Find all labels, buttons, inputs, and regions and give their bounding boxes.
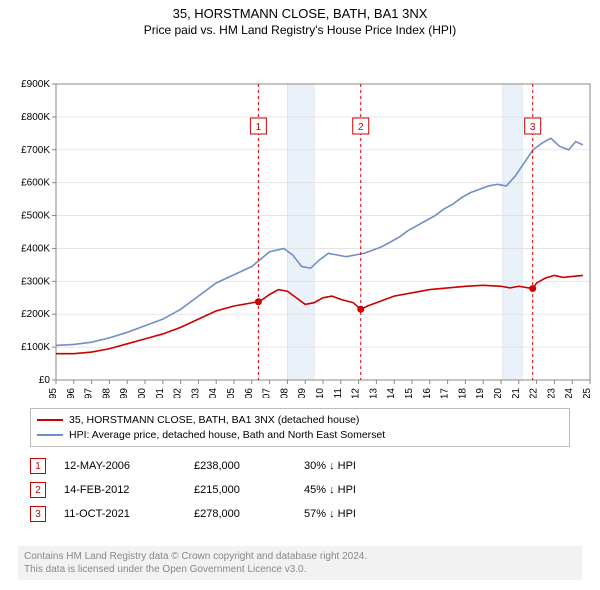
legend-label: HPI: Average price, detached house, Bath… (69, 428, 385, 443)
y-tick-label: £700K (21, 145, 50, 156)
x-tick-label: 2007 (262, 388, 273, 398)
x-tick-label: 1995 (48, 388, 59, 398)
x-tick-label: 2005 (226, 388, 237, 398)
sale-gap: 30% ↓ HPI (304, 460, 356, 472)
x-tick-label: 2015 (404, 388, 415, 398)
sale-number-box: 3 (30, 506, 46, 522)
y-tick-label: £800K (21, 112, 50, 123)
y-tick-label: £900K (21, 79, 50, 90)
legend-swatch (37, 419, 63, 421)
sale-gap: 57% ↓ HPI (304, 508, 356, 520)
y-tick-label: £200K (21, 309, 50, 320)
x-tick-label: 2003 (190, 388, 201, 398)
sale-price: £278,000 (194, 508, 304, 520)
legend-swatch (37, 434, 63, 436)
x-tick-label: 2022 (529, 388, 540, 398)
x-tick-label: 2000 (137, 388, 148, 398)
x-tick-label: 2002 (173, 388, 184, 398)
sale-marker-label: 2 (358, 122, 364, 133)
y-tick-label: £500K (21, 211, 50, 222)
legend-row: 35, HORSTMANN CLOSE, BATH, BA1 3NX (deta… (37, 413, 563, 428)
legend-label: 35, HORSTMANN CLOSE, BATH, BA1 3NX (deta… (69, 413, 359, 428)
sale-date: 12-MAY-2006 (64, 460, 194, 472)
sale-marker-label: 3 (530, 122, 536, 133)
x-tick-label: 2019 (475, 388, 486, 398)
x-tick-label: 2025 (582, 388, 593, 398)
x-tick-label: 2018 (457, 388, 468, 398)
sale-row: 3 11-OCT-2021£278,00057% ↓ HPI (30, 502, 570, 526)
x-tick-label: 2011 (333, 388, 344, 398)
x-tick-label: 2021 (511, 388, 522, 398)
x-tick-label: 2012 (351, 388, 362, 398)
sale-row: 1 12-MAY-2006£238,00030% ↓ HPI (30, 454, 570, 478)
y-tick-label: £400K (21, 243, 50, 254)
x-tick-label: 1996 (66, 388, 77, 398)
legend-row: HPI: Average price, detached house, Bath… (37, 428, 563, 443)
x-tick-label: 2009 (297, 388, 308, 398)
x-tick-label: 1998 (101, 388, 112, 398)
x-tick-label: 2014 (386, 388, 397, 398)
chart-title: 35, HORSTMANN CLOSE, BATH, BA1 3NX (0, 0, 600, 21)
y-tick-label: £300K (21, 276, 50, 287)
x-tick-label: 2023 (546, 388, 557, 398)
x-tick-label: 2001 (155, 388, 166, 398)
chart-subtitle: Price paid vs. HM Land Registry's House … (0, 21, 600, 41)
x-tick-label: 1999 (119, 388, 130, 398)
x-tick-label: 1997 (84, 388, 95, 398)
sale-date: 14-FEB-2012 (64, 484, 194, 496)
price-chart: £0 £100K £200K £300K £400K £500K £600K £700K £80… (0, 40, 600, 398)
y-tick-label: £100K (21, 342, 50, 353)
sale-marker-label: 1 (256, 122, 262, 133)
x-tick-label: 2006 (244, 388, 255, 398)
sale-gap: 45% ↓ HPI (304, 484, 356, 496)
attribution-line: This data is licensed under the Open Gov… (24, 563, 576, 576)
sale-number-box: 1 (30, 458, 46, 474)
x-tick-label: 2020 (493, 388, 504, 398)
x-tick-label: 2004 (208, 388, 219, 398)
sales-table: 1 12-MAY-2006£238,00030% ↓ HPI 2 14-FEB-201… (30, 454, 570, 526)
legend: 35, HORSTMANN CLOSE, BATH, BA1 3NX (deta… (30, 408, 570, 447)
y-tick-label: £0 (39, 375, 51, 386)
x-tick-label: 2010 (315, 388, 326, 398)
sale-row: 2 14-FEB-2012£215,00045% ↓ HPI (30, 478, 570, 502)
attribution: Contains HM Land Registry data © Crown c… (18, 546, 582, 580)
x-tick-label: 2008 (279, 388, 290, 398)
sale-number-box: 2 (30, 482, 46, 498)
sale-price: £238,000 (194, 460, 304, 472)
sale-date: 11-OCT-2021 (64, 508, 194, 520)
x-tick-label: 2017 (440, 388, 451, 398)
x-tick-label: 2016 (422, 388, 433, 398)
sale-price: £215,000 (194, 484, 304, 496)
x-tick-label: 2013 (368, 388, 379, 398)
attribution-line: Contains HM Land Registry data © Crown c… (24, 550, 576, 563)
x-tick-label: 2024 (564, 388, 575, 398)
y-tick-label: £600K (21, 178, 50, 189)
